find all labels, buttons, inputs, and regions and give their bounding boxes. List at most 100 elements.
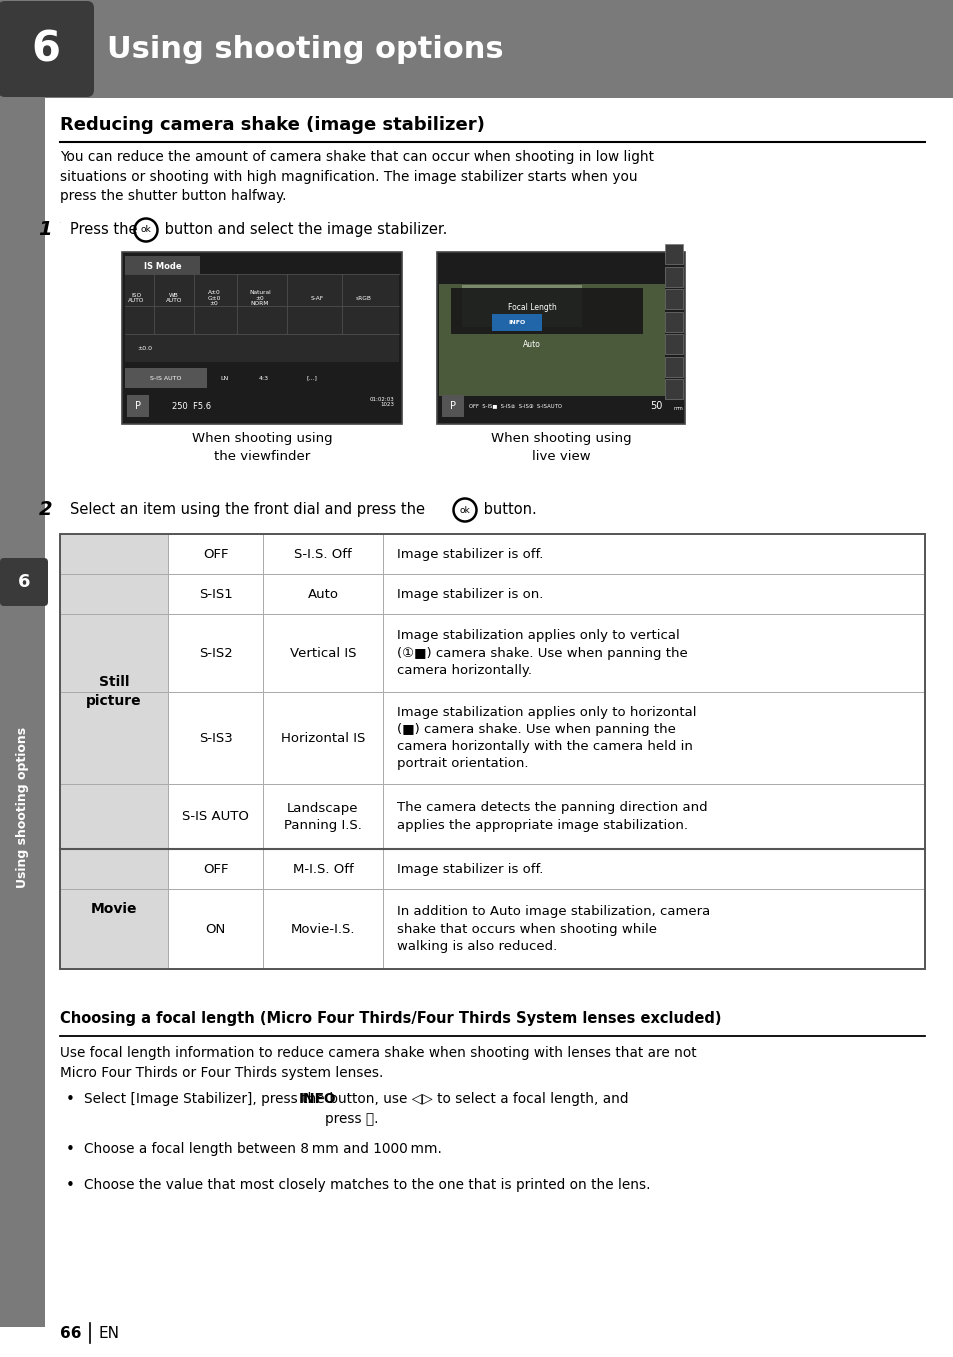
Text: •: •	[66, 1092, 74, 1107]
Bar	[60, 613, 168, 692]
Text: The camera detects the panning direction and
applies the appropriate image stabi: The camera detects the panning direction…	[396, 802, 707, 832]
Bar	[263, 849, 382, 889]
Text: Press the: Press the	[70, 223, 142, 237]
Text: A±0
G±0
±0: A±0 G±0 ±0	[207, 290, 220, 305]
Text: INFO: INFO	[298, 1092, 335, 1106]
Text: ok: ok	[459, 506, 470, 514]
Bar	[664, 266, 682, 286]
Text: S-I.S. Off: S-I.S. Off	[294, 547, 352, 560]
Text: 01:02:03
1023: 01:02:03 1023	[369, 396, 394, 407]
Bar	[664, 357, 682, 376]
Text: Image stabilizer is on.: Image stabilizer is on.	[396, 588, 543, 601]
Text: 6: 6	[18, 573, 30, 592]
Text: ISO
AUTO: ISO AUTO	[128, 293, 144, 303]
Text: Focal Length: Focal Length	[507, 303, 556, 312]
Bar	[382, 784, 924, 849]
Bar	[664, 379, 682, 399]
Bar	[168, 784, 263, 849]
Text: S-AF: S-AF	[310, 296, 323, 300]
Text: Auto: Auto	[522, 341, 540, 349]
Bar	[382, 692, 924, 784]
Text: •: •	[66, 1143, 74, 1158]
Bar	[168, 849, 263, 889]
Text: INFO: INFO	[508, 320, 525, 326]
Text: 250  F5.6: 250 F5.6	[172, 402, 211, 411]
Bar	[664, 244, 682, 265]
Bar	[382, 535, 924, 574]
Bar	[664, 312, 682, 331]
Text: Movie-I.S.: Movie-I.S.	[291, 923, 355, 935]
Bar	[438, 284, 664, 396]
Text: You can reduce the amount of camera shake that can occur when shooting in low li: You can reduce the amount of camera shak…	[60, 151, 654, 204]
Bar	[664, 334, 682, 354]
Text: Using shooting options: Using shooting options	[16, 726, 29, 887]
Text: Using shooting options: Using shooting options	[107, 34, 503, 64]
Text: button.: button.	[478, 502, 537, 517]
Text: S-IS AUTO: S-IS AUTO	[182, 810, 249, 822]
Text: LN: LN	[219, 376, 228, 380]
Text: P: P	[450, 402, 456, 411]
Bar	[60, 784, 168, 849]
Bar	[436, 252, 684, 423]
Text: Image stabilizer is off.: Image stabilizer is off.	[396, 863, 543, 875]
Bar	[263, 784, 382, 849]
Bar	[168, 574, 263, 613]
Text: S-IS AUTO: S-IS AUTO	[150, 376, 182, 380]
Text: Image stabilization applies only to horizontal
(■) camera shake. Use when pannin: Image stabilization applies only to hori…	[396, 706, 696, 771]
Bar	[125, 334, 398, 362]
Bar	[168, 692, 263, 784]
Text: [...]: [...]	[306, 376, 317, 380]
Bar	[441, 395, 463, 417]
Text: 4:3: 4:3	[258, 376, 269, 380]
Text: Use focal length information to reduce camera shake when shooting with lenses th: Use focal length information to reduce c…	[60, 1046, 696, 1080]
Bar	[125, 256, 200, 275]
Text: ok: ok	[140, 225, 152, 235]
Bar	[125, 368, 207, 388]
Bar	[451, 288, 642, 334]
Text: button, use ◁▷ to select a focal length, and
press ⒪.: button, use ◁▷ to select a focal length,…	[325, 1092, 628, 1125]
Text: S-IS3: S-IS3	[198, 731, 233, 745]
Bar	[263, 889, 382, 969]
Bar	[382, 574, 924, 613]
Bar	[127, 395, 149, 417]
Bar	[60, 535, 168, 574]
Text: Movie: Movie	[91, 902, 137, 916]
FancyBboxPatch shape	[0, 1, 94, 96]
Text: OFF: OFF	[203, 863, 228, 875]
Text: IS Mode: IS Mode	[144, 262, 181, 270]
Bar	[263, 574, 382, 613]
Text: ±0.0: ±0.0	[137, 346, 152, 350]
Bar	[60, 535, 924, 969]
Text: EN: EN	[98, 1326, 119, 1341]
Text: OFF  S-IS■  S-IS②  S-IS③  S-ISAUTO: OFF S-IS■ S-IS② S-IS③ S-ISAUTO	[469, 403, 561, 408]
Text: Still
picture: Still picture	[86, 676, 142, 708]
Bar	[0, 98, 45, 1327]
Text: Select an item using the front dial and press the: Select an item using the front dial and …	[70, 502, 429, 517]
FancyBboxPatch shape	[0, 558, 48, 607]
Text: P: P	[135, 402, 141, 411]
Bar	[0, 0, 953, 98]
Bar	[382, 849, 924, 889]
Text: Horizontal IS: Horizontal IS	[280, 731, 365, 745]
Text: 50: 50	[649, 402, 661, 411]
Text: Auto: Auto	[307, 588, 338, 601]
Bar	[263, 692, 382, 784]
Bar	[263, 613, 382, 692]
Bar	[168, 613, 263, 692]
Text: WB
AUTO: WB AUTO	[166, 293, 182, 303]
Text: Image stabilizer is off.: Image stabilizer is off.	[396, 547, 543, 560]
Text: Choosing a focal length (Micro Four Thirds/Four Thirds System lenses excluded): Choosing a focal length (Micro Four Thir…	[60, 1011, 720, 1026]
Text: Landscape
Panning I.S.: Landscape Panning I.S.	[284, 802, 361, 832]
Text: Choose a focal length between 8 mm and 1000 mm.: Choose a focal length between 8 mm and 1…	[84, 1143, 441, 1156]
Bar	[382, 613, 924, 692]
Text: 1: 1	[38, 220, 52, 239]
Text: ON: ON	[205, 923, 226, 935]
Text: 2: 2	[38, 499, 52, 518]
Text: •: •	[66, 1178, 74, 1193]
Text: mm: mm	[672, 406, 682, 411]
Bar	[168, 535, 263, 574]
Bar	[664, 289, 682, 309]
Text: M-I.S. Off: M-I.S. Off	[293, 863, 353, 875]
Text: Vertical IS: Vertical IS	[290, 646, 355, 660]
Text: When shooting using
live view: When shooting using live view	[490, 432, 631, 463]
